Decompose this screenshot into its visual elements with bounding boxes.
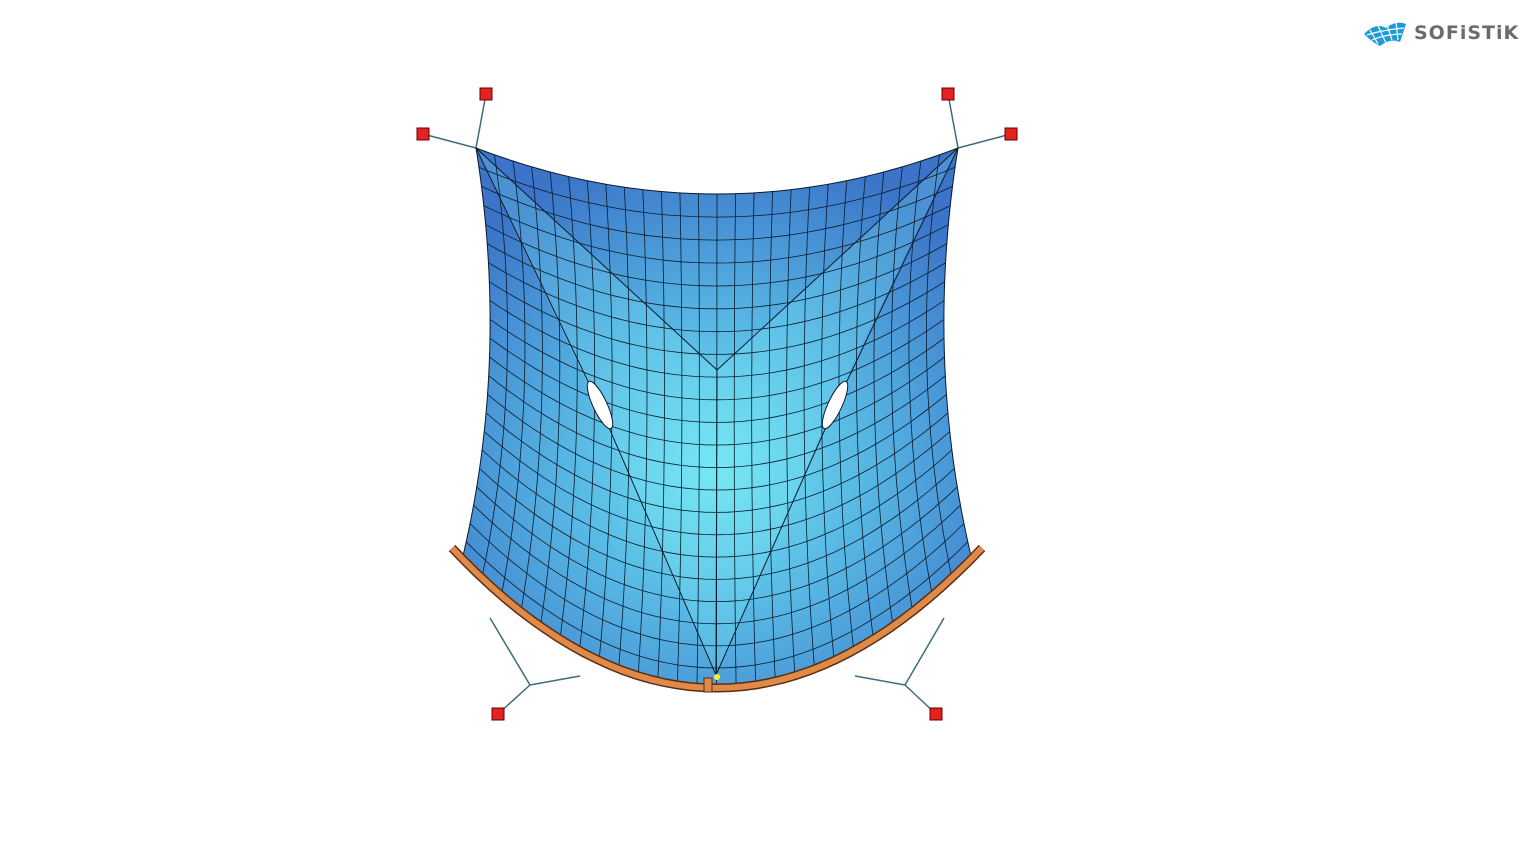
cable (957, 133, 1012, 149)
valley-line (475, 147, 598, 401)
support-node (416, 127, 430, 141)
mesh-line (488, 262, 946, 333)
mesh-line (483, 205, 951, 264)
sofistik-logo: SOFiSTiK (1362, 18, 1519, 48)
cable (475, 93, 487, 149)
cable (904, 617, 945, 686)
opening-left (586, 380, 614, 430)
fe-mesh (465, 147, 969, 690)
support-node (479, 87, 493, 101)
mesh-line (481, 186, 953, 241)
valley-line (475, 147, 718, 371)
valley-line (837, 147, 959, 401)
mesh-line (485, 224, 949, 287)
edge-beam-fill (449, 545, 985, 692)
cable (947, 93, 959, 149)
cable (489, 617, 531, 686)
membrane-openings (586, 380, 849, 430)
cable (529, 675, 581, 686)
cable (854, 675, 906, 686)
support-node (929, 707, 943, 721)
opening-right (821, 380, 849, 430)
valley-line (715, 399, 839, 676)
cable (422, 133, 477, 149)
mesh-line (487, 243, 947, 310)
apex-node (714, 674, 720, 680)
edge-beam (448, 544, 986, 693)
logo-text: SOFiSTiK (1414, 22, 1520, 44)
valley-line (716, 147, 959, 371)
support-node (941, 87, 955, 101)
support-node (1004, 127, 1018, 141)
membrane-grid-logo-icon (1364, 21, 1406, 46)
beam-connector (703, 677, 713, 693)
valley-line (596, 399, 717, 676)
mesh-line (489, 281, 945, 355)
support-node (491, 707, 505, 721)
valley-line (715, 369, 718, 676)
mesh-line (478, 166, 956, 218)
supports (416, 87, 1018, 721)
